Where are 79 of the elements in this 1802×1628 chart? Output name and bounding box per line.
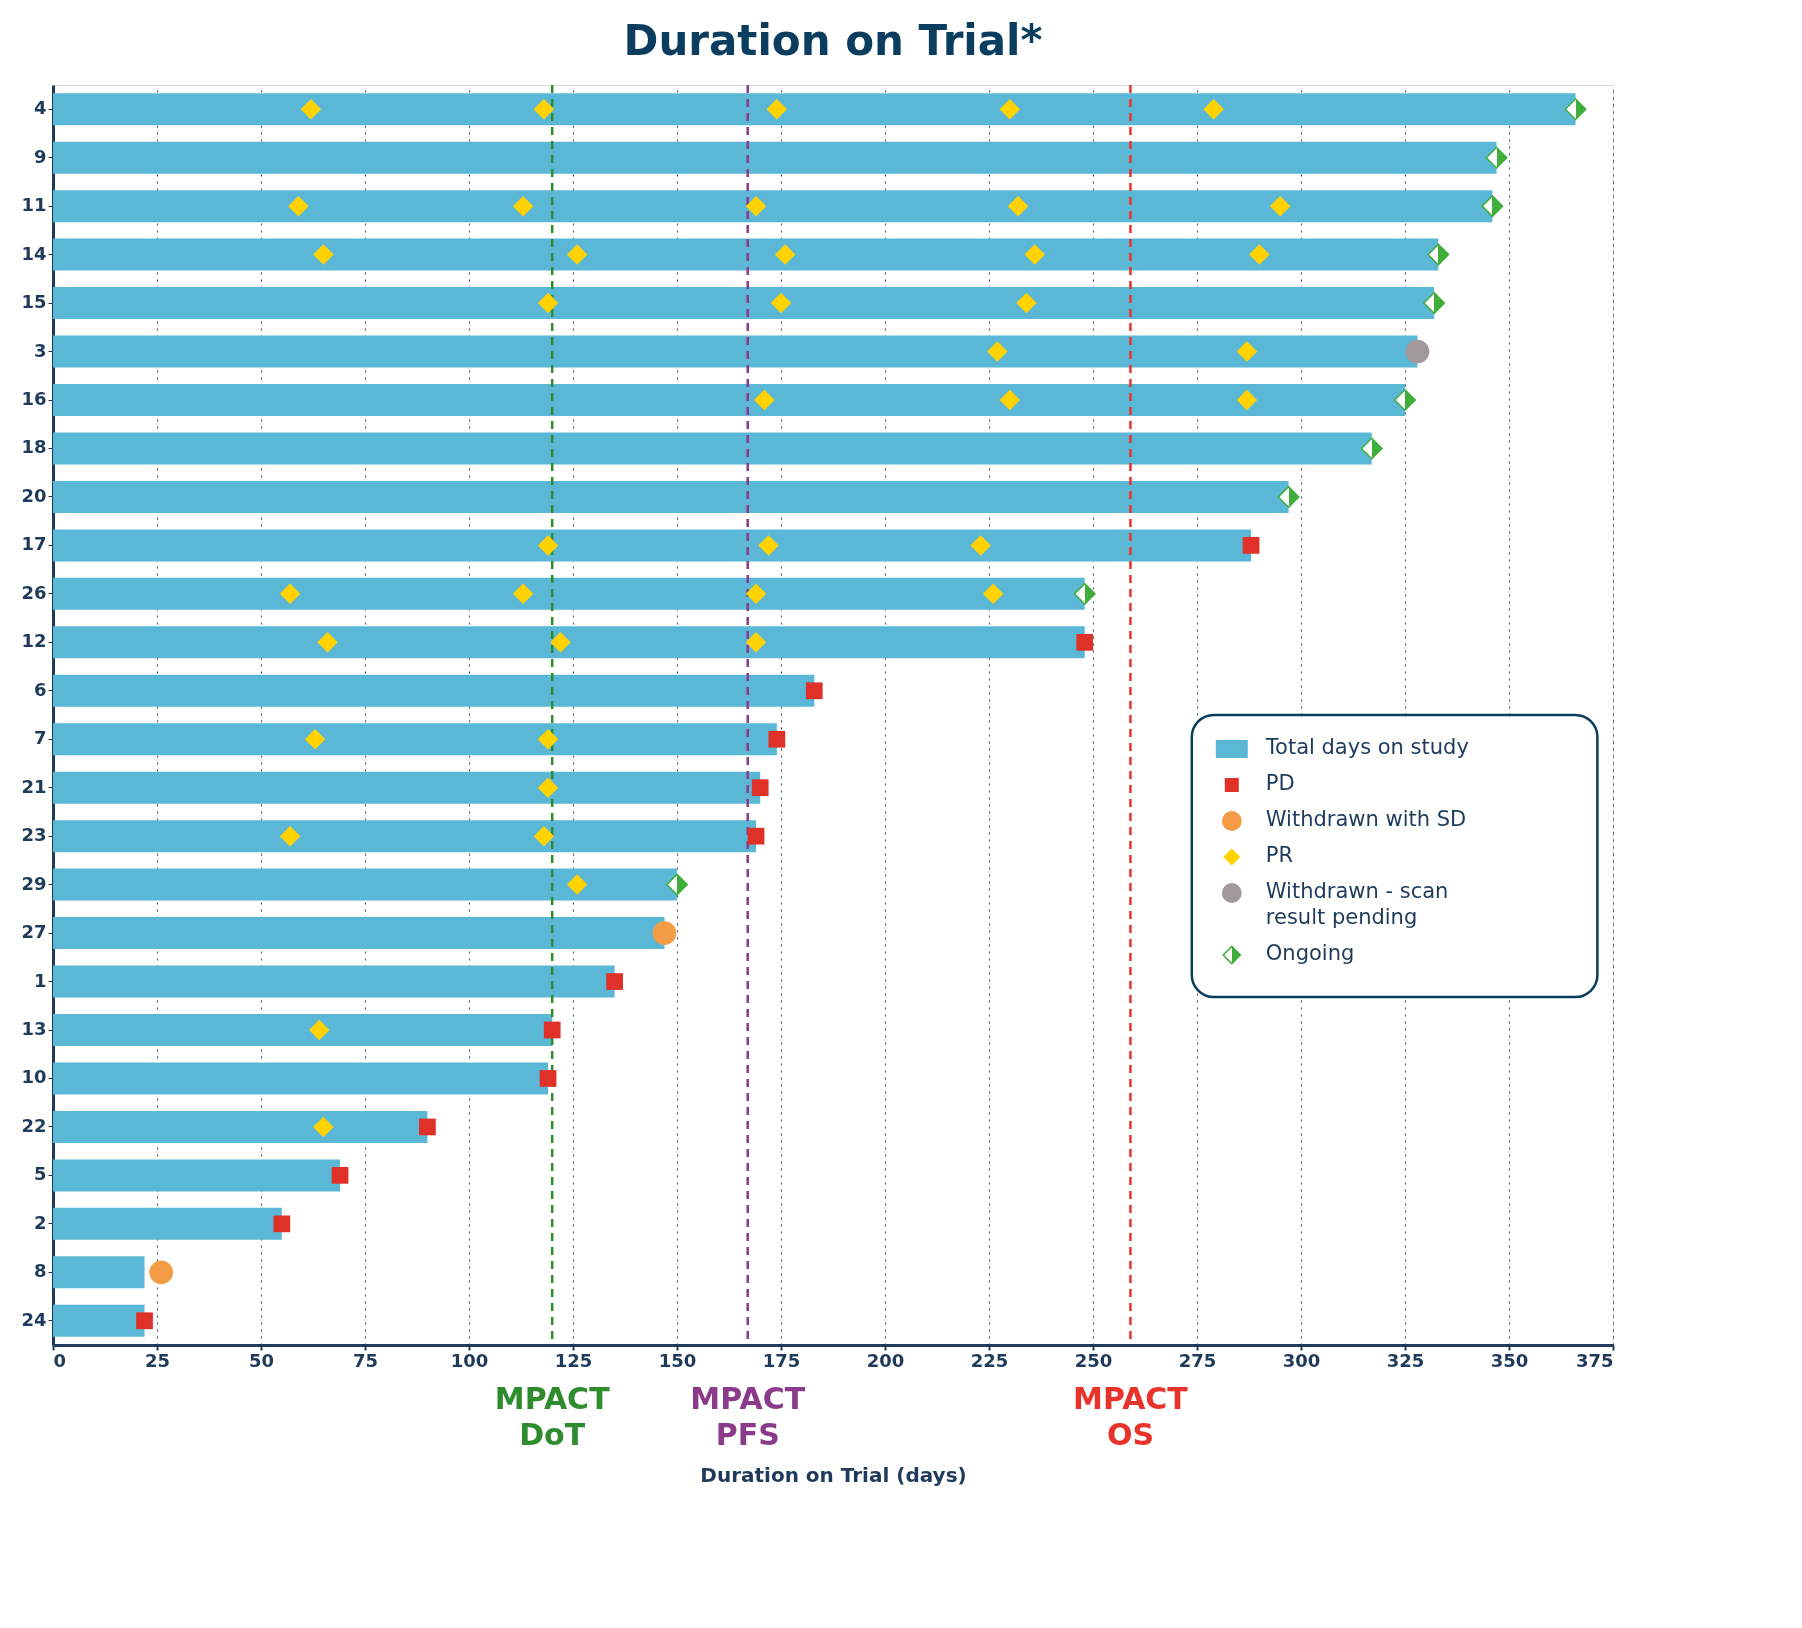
bar [53, 577, 1085, 610]
bar [53, 626, 1085, 659]
ref-line-label: MPACT PFS [690, 1381, 806, 1452]
chart-title: Duration on Trial* [623, 15, 1043, 65]
ref-line-label: MPACT OS [1073, 1381, 1189, 1452]
bar [53, 335, 1418, 368]
legend-label: Total days on study [1264, 735, 1469, 759]
x-tick-label: 50 [248, 1349, 275, 1371]
y-tick-label: 12 [21, 630, 47, 652]
y-tick-label: 29 [21, 872, 47, 894]
y-tick-label: 7 [33, 727, 47, 749]
y-tick-label: 18 [21, 436, 47, 458]
x-tick-label: 150 [658, 1349, 697, 1371]
x-tick-label: 175 [762, 1349, 801, 1371]
x-tick-label: 200 [866, 1349, 905, 1371]
x-tick-label: 100 [450, 1349, 489, 1371]
bar [53, 529, 1252, 562]
y-tick-label: 16 [21, 388, 47, 409]
legend-label: Ongoing [1265, 941, 1355, 965]
y-tick-label: 15 [21, 291, 47, 313]
bar [53, 93, 1576, 126]
x-tick-label: 350 [1490, 1349, 1529, 1371]
y-tick-label: 6 [33, 678, 47, 700]
bar [53, 723, 777, 756]
x-tick-label: 250 [1074, 1349, 1113, 1371]
bar [53, 820, 757, 853]
bar [53, 1256, 145, 1289]
x-tick-label: 275 [1178, 1349, 1217, 1371]
y-tick-label: 3 [33, 339, 47, 361]
bar [53, 868, 677, 901]
x-tick-label: 25 [144, 1349, 171, 1371]
bar [53, 238, 1439, 271]
bar [53, 141, 1497, 174]
bar [53, 287, 1435, 320]
x-tick-label: 325 [1386, 1349, 1425, 1371]
y-tick-label: 21 [21, 775, 47, 797]
x-tick-label: 225 [970, 1349, 1009, 1371]
y-tick-label: 26 [21, 581, 47, 603]
y-tick-label: 27 [21, 921, 47, 943]
y-tick-label: 10 [21, 1066, 47, 1088]
bar [53, 917, 665, 950]
bar [53, 1014, 553, 1046]
y-tick-label: 5 [33, 1163, 47, 1185]
x-tick-label: 75 [352, 1349, 379, 1371]
bar [53, 384, 1405, 416]
bar [53, 965, 615, 998]
y-tick-label: 13 [21, 1018, 47, 1039]
y-tick-label: 1 [33, 969, 47, 991]
y-tick-label: 4 [33, 97, 47, 119]
bar [53, 190, 1493, 223]
x-tick-label: 125 [554, 1349, 593, 1371]
y-tick-label: 2 [33, 1211, 47, 1233]
y-tick-label: 9 [33, 145, 47, 167]
ref-line-label: MPACT DoT [494, 1381, 611, 1452]
bar [53, 480, 1289, 513]
y-tick-label: 14 [21, 242, 47, 264]
y-tick-label: 8 [33, 1260, 47, 1282]
legend-label: Withdrawn - scan result pending [1265, 879, 1449, 929]
x-tick-label: 300 [1282, 1349, 1321, 1371]
y-tick-label: 24 [21, 1308, 47, 1330]
bar [53, 1304, 145, 1337]
bar [53, 1110, 428, 1143]
y-tick-label: 23 [21, 824, 47, 846]
bar [53, 432, 1372, 465]
bar [53, 1159, 341, 1192]
bar [53, 674, 815, 707]
bar [53, 771, 761, 804]
x-tick-label: 0 [53, 1349, 67, 1371]
y-tick-label: 20 [21, 484, 47, 506]
x-tick-label: 375 [1575, 1349, 1614, 1371]
y-tick-label: 11 [21, 194, 47, 216]
bar [53, 1062, 549, 1095]
y-tick-label: 22 [21, 1114, 47, 1136]
x-axis-title: Duration on Trial (days) [700, 1462, 967, 1487]
legend-label: Withdrawn with SD [1265, 807, 1467, 831]
legend-label: PR [1265, 843, 1294, 867]
y-tick-label: 17 [21, 533, 47, 555]
bar [53, 1207, 282, 1240]
legend-label: PD [1265, 771, 1295, 795]
